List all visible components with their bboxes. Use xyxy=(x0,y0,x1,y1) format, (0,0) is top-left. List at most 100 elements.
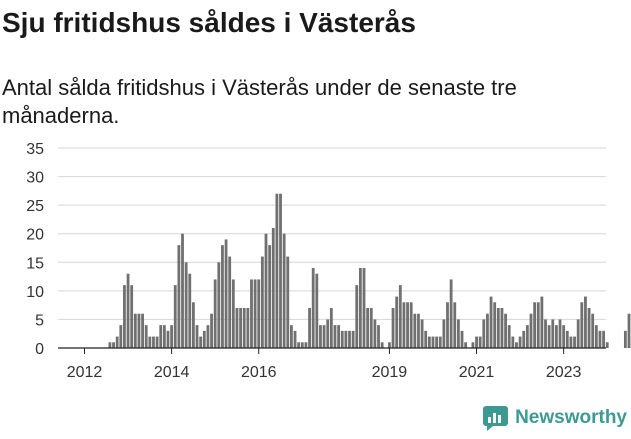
bar xyxy=(475,336,478,348)
bar xyxy=(355,285,359,348)
bar xyxy=(576,319,580,348)
y-tick-label: 25 xyxy=(26,198,44,215)
bar xyxy=(319,325,322,348)
newsworthy-brand[interactable]: Newsworthy xyxy=(483,403,627,433)
bar xyxy=(573,336,576,348)
bar xyxy=(213,279,217,348)
bar xyxy=(478,336,482,348)
x-tick-label: 2016 xyxy=(241,364,277,381)
bar xyxy=(188,273,192,348)
bar xyxy=(562,325,566,348)
bar xyxy=(555,325,558,348)
bar xyxy=(366,308,370,348)
bar xyxy=(275,193,279,348)
bar xyxy=(123,285,126,348)
bar xyxy=(293,330,297,348)
bar xyxy=(427,336,431,348)
bar xyxy=(540,296,544,348)
bar xyxy=(148,336,152,348)
bar xyxy=(199,336,203,348)
bar xyxy=(184,262,188,348)
bar xyxy=(268,245,272,348)
bar xyxy=(297,342,301,348)
bar xyxy=(584,296,587,348)
bar xyxy=(228,256,232,348)
bar xyxy=(580,302,584,348)
bar xyxy=(547,325,551,348)
bar xyxy=(333,325,337,348)
bar xyxy=(108,342,112,348)
bar xyxy=(471,342,475,348)
y-tick-label: 0 xyxy=(35,341,44,358)
bar xyxy=(409,302,413,348)
bar xyxy=(195,325,199,348)
bar xyxy=(507,325,511,348)
bar xyxy=(242,308,246,348)
bar xyxy=(442,319,446,348)
newsworthy-label: Newsworthy xyxy=(515,407,627,428)
bar xyxy=(155,336,159,348)
bar xyxy=(206,325,210,348)
bar xyxy=(449,279,453,348)
bar xyxy=(337,325,340,348)
bar xyxy=(239,308,242,348)
bar xyxy=(413,313,417,348)
bar xyxy=(351,330,355,348)
bar xyxy=(533,302,537,348)
bar xyxy=(398,285,402,348)
bar xyxy=(486,313,489,348)
newsworthy-logo-icon xyxy=(483,405,509,431)
bar xyxy=(388,342,391,348)
bar xyxy=(340,330,344,348)
x-tick-label: 2019 xyxy=(372,364,408,381)
y-tick-label: 35 xyxy=(26,141,44,158)
bar xyxy=(525,325,529,348)
bar xyxy=(166,330,170,348)
x-tick-label: 2012 xyxy=(67,364,103,381)
bar xyxy=(271,228,275,348)
bar xyxy=(300,342,304,348)
bar xyxy=(565,330,569,348)
y-tick-label: 30 xyxy=(26,170,44,187)
bar xyxy=(257,279,261,348)
bar xyxy=(326,319,330,348)
bar xyxy=(348,330,351,348)
bar xyxy=(391,308,395,348)
bar xyxy=(594,325,598,348)
bar xyxy=(402,302,406,348)
bar xyxy=(246,308,250,348)
bar xyxy=(260,256,264,348)
bar xyxy=(231,279,235,348)
bar xyxy=(460,330,464,348)
bar xyxy=(369,308,373,348)
bar xyxy=(431,336,435,348)
bar xyxy=(482,319,486,348)
bar xyxy=(438,336,442,348)
bar xyxy=(598,330,602,348)
bar xyxy=(362,268,366,348)
bar xyxy=(536,302,540,348)
x-tick-label: 2014 xyxy=(154,364,190,381)
bar xyxy=(235,308,239,348)
bar xyxy=(591,313,595,348)
y-tick-label: 15 xyxy=(26,255,44,272)
bar xyxy=(181,233,184,348)
chart-subtitle: Antal sålda fritidshus i Västerås under … xyxy=(2,75,517,128)
bar xyxy=(253,279,257,348)
bar xyxy=(170,325,174,348)
bar xyxy=(420,319,424,348)
bar xyxy=(464,342,468,348)
bar xyxy=(406,302,409,348)
bar xyxy=(144,325,148,348)
bar xyxy=(358,268,362,348)
bar xyxy=(515,342,518,348)
bar xyxy=(446,302,449,348)
bar xyxy=(192,302,195,348)
bar xyxy=(344,330,348,348)
bar xyxy=(544,319,547,348)
bar xyxy=(115,336,119,348)
bar xyxy=(133,313,137,348)
bar xyxy=(126,273,130,348)
bar xyxy=(282,233,286,348)
